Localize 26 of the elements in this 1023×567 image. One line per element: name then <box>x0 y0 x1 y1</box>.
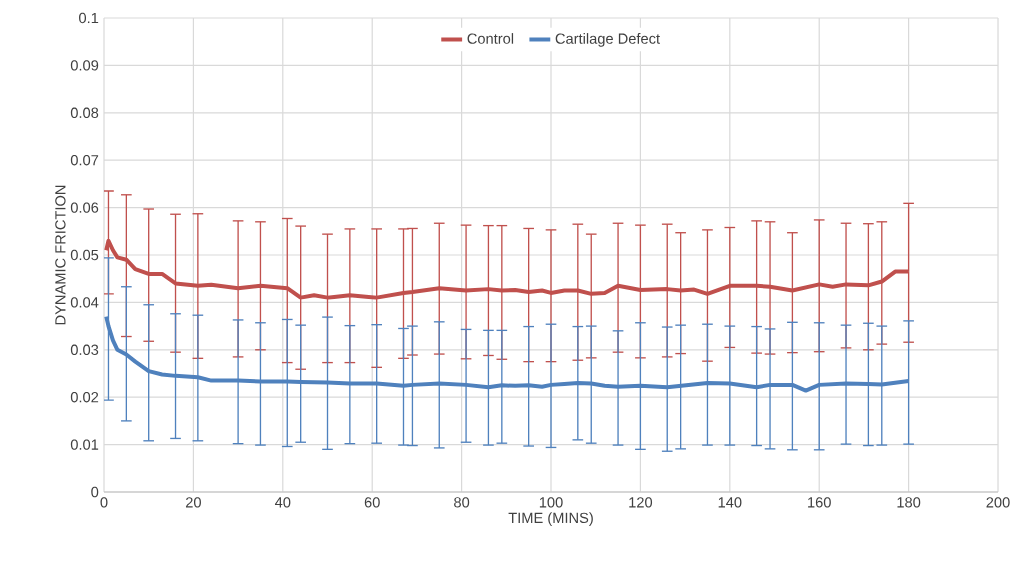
x-tick-label: 120 <box>629 497 653 508</box>
y-tick-label: 0.01 <box>70 439 99 450</box>
y-tick-label: 0.06 <box>70 202 99 213</box>
x-tick-label: 60 <box>364 497 380 508</box>
legend-label: Cartilage Defect <box>555 33 660 47</box>
x-axis-title: TIME (MINS) <box>508 512 593 526</box>
x-tick-label: 140 <box>718 497 742 508</box>
x-tick-label: 160 <box>808 497 831 508</box>
x-tick-label: 180 <box>897 497 921 508</box>
legend-label: Control <box>467 33 514 44</box>
x-tick-label: 80 <box>454 497 470 508</box>
y-tick-label: 0.05 <box>70 249 99 261</box>
x-tick-label: 40 <box>274 497 291 508</box>
y-tick-label: 0.08 <box>70 107 99 118</box>
y-tick-label: 0 <box>91 486 99 498</box>
y-tick-label: 0.02 <box>70 392 99 403</box>
x-tick-label: 200 <box>986 497 1010 508</box>
x-tick-label: 20 <box>185 497 201 508</box>
x-tick-label: 0 <box>100 497 108 508</box>
y-tick-label: 0.07 <box>70 155 99 166</box>
x-tick-label: 100 <box>539 497 563 508</box>
y-axis-title: DYNAMIC FRICTION <box>55 185 66 325</box>
y-tick-label: 0.09 <box>70 60 99 71</box>
y-tick-label: 0.1 <box>79 12 99 24</box>
y-tick-label: 0.03 <box>70 344 99 355</box>
y-tick-label: 0.04 <box>70 297 99 308</box>
